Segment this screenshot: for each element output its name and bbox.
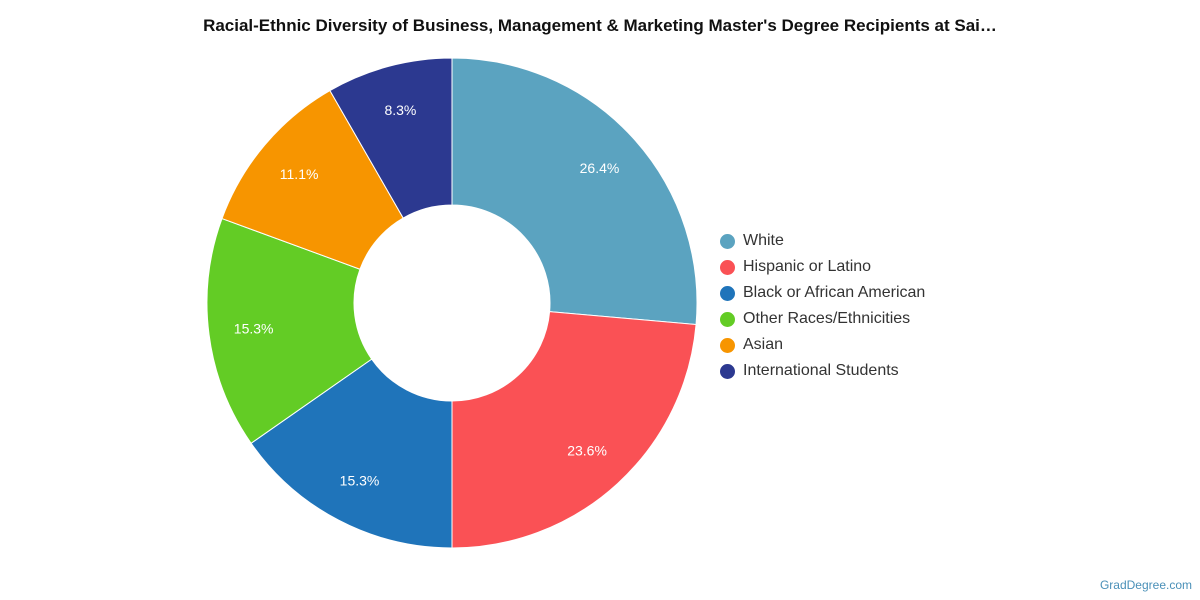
slice-value-label-5: 8.3%: [384, 102, 416, 118]
legend-swatch: [720, 285, 735, 301]
legend-swatch: [720, 363, 735, 379]
donut-slice-1[interactable]: [451, 311, 697, 549]
legend-item-2[interactable]: Black or African American: [720, 280, 925, 306]
legend-item-5[interactable]: International Students: [720, 358, 925, 384]
legend-item-3[interactable]: Other Races/Ethnicities: [720, 306, 925, 332]
slice-value-label-4: 11.1%: [280, 166, 319, 182]
legend-label: Black or African American: [743, 284, 926, 301]
slice-value-label-3: 15.3%: [234, 321, 274, 337]
legend-item-0[interactable]: White: [720, 228, 925, 254]
legend-label: Other Races/Ethnicities: [743, 310, 911, 327]
legend-item-4[interactable]: Asian: [720, 332, 925, 358]
legend-swatch: [720, 337, 735, 353]
source-credit: GradDegree.com: [1099, 578, 1192, 592]
slice-value-label-1: 23.6%: [567, 443, 607, 459]
legend-swatch: [720, 311, 735, 327]
legend-label: Hispanic or Latino: [743, 258, 872, 275]
donut-slice-5[interactable]: [329, 57, 453, 219]
legend-label: Asian: [743, 336, 784, 353]
legend-label: White: [743, 232, 784, 249]
slice-value-label-0: 26.4%: [580, 160, 620, 176]
legend-item-1[interactable]: Hispanic or Latino: [720, 254, 925, 280]
donut-slice-2[interactable]: [250, 358, 453, 549]
chart-title: Racial-Ethnic Diversity of Business, Man…: [203, 16, 997, 35]
legend: White Hispanic or Latino Black or African …: [720, 228, 925, 384]
donut-slice-0[interactable]: [451, 57, 698, 326]
donut-slice-4[interactable]: [221, 89, 404, 270]
slice-value-label-2: 15.3%: [340, 472, 380, 488]
donut-slice-3[interactable]: [206, 217, 373, 444]
legend-swatch: [720, 233, 735, 249]
legend-label: International Students: [743, 362, 899, 379]
legend-swatch: [720, 259, 735, 275]
